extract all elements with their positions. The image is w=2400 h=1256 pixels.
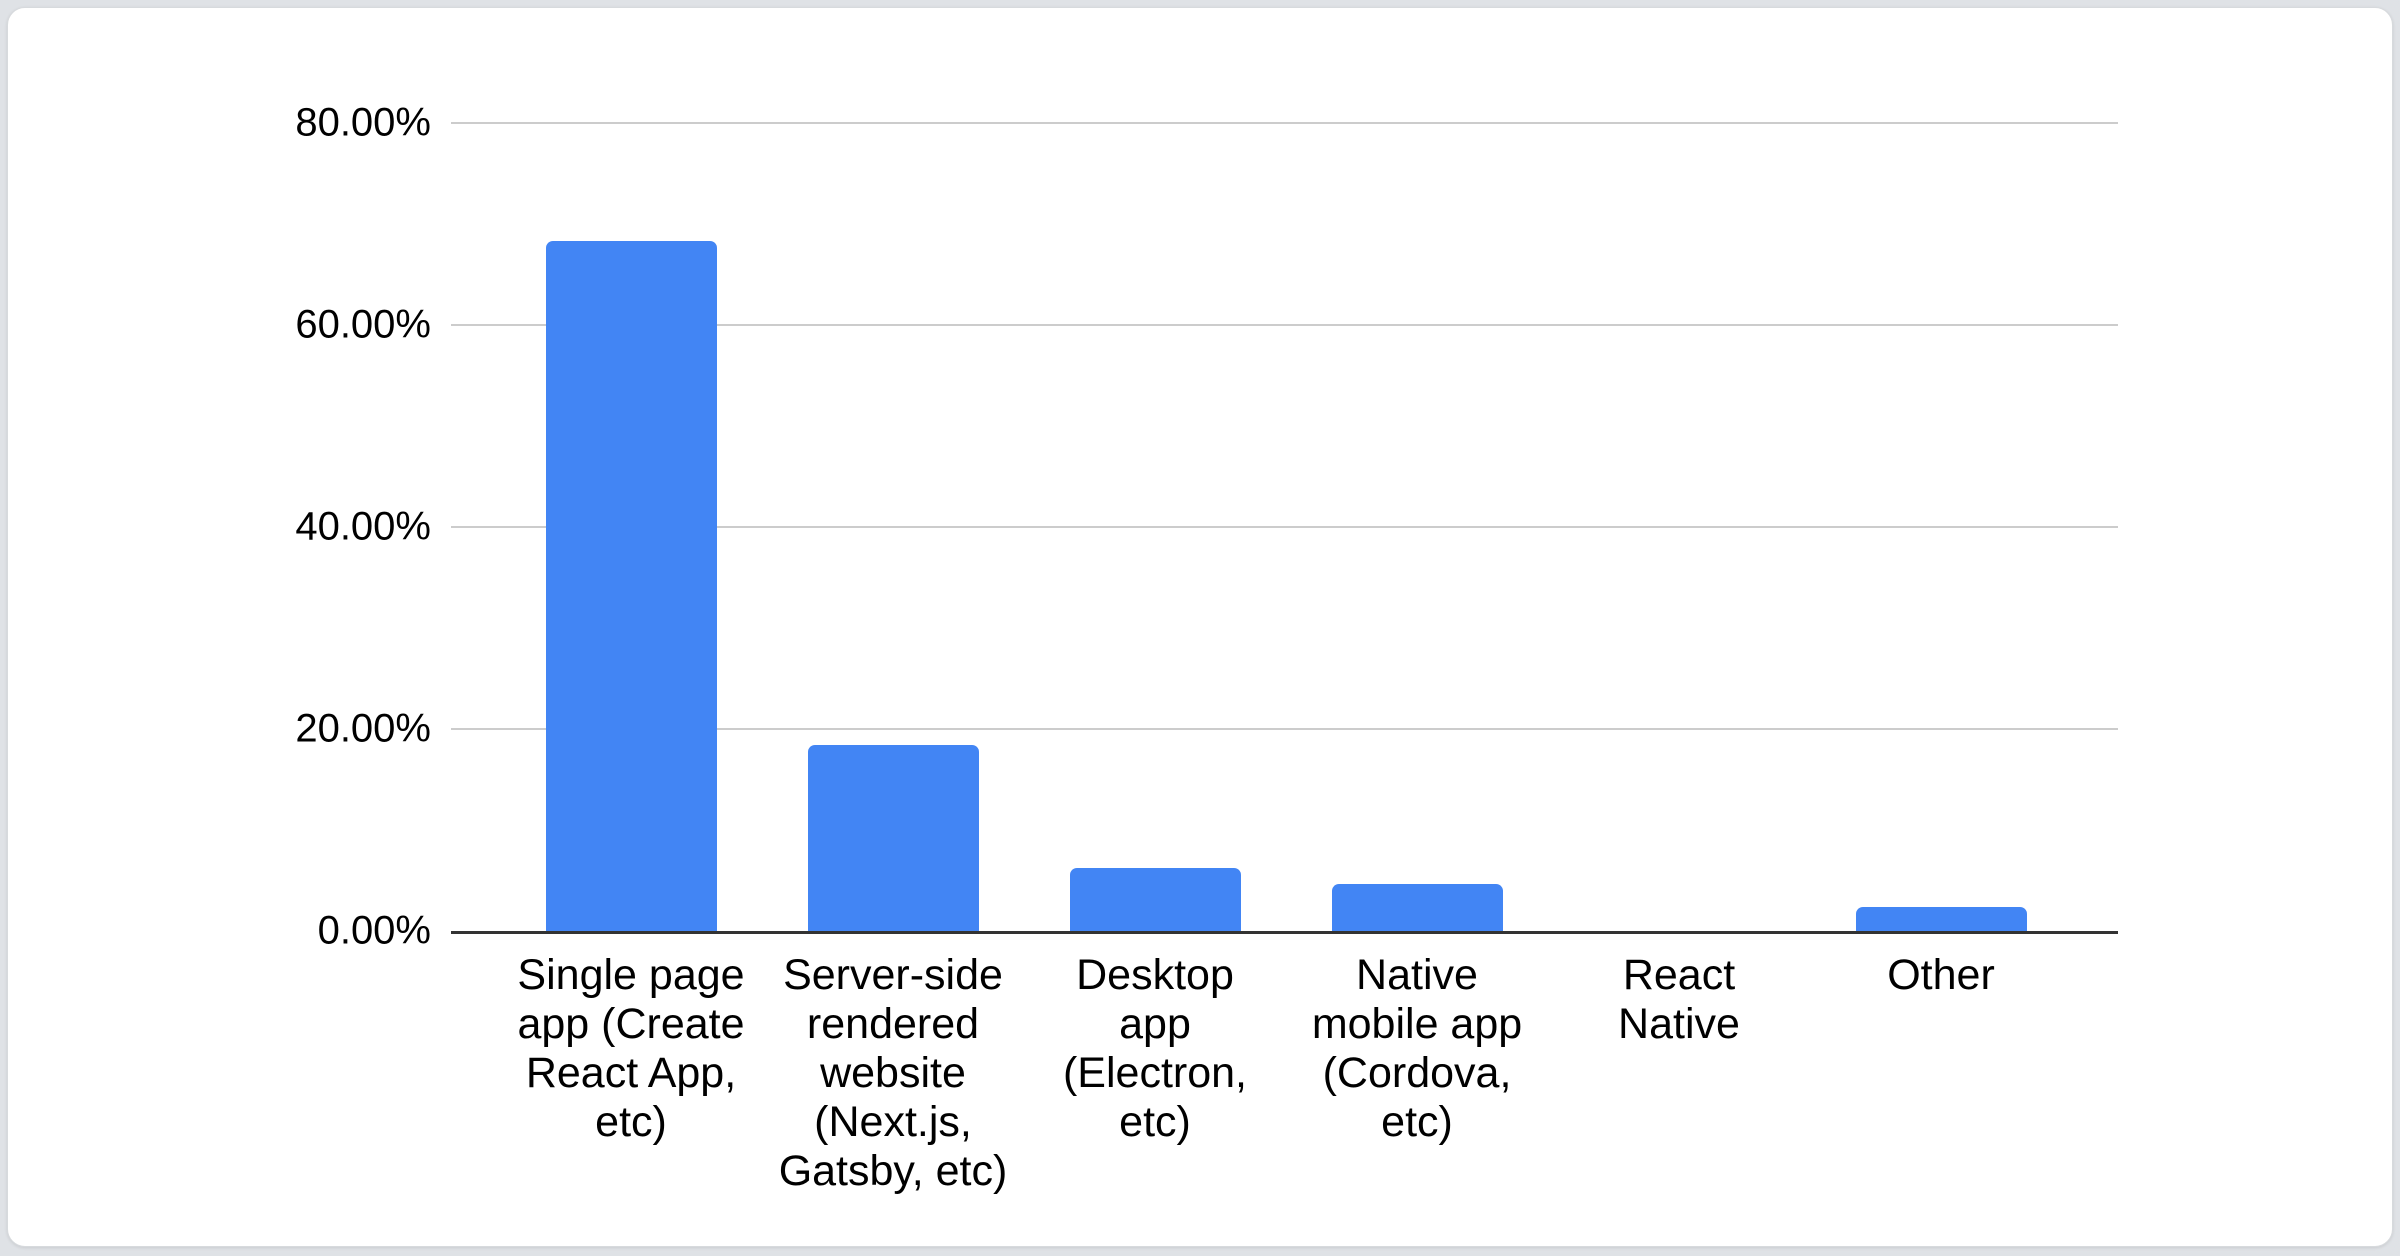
plot-area — [451, 122, 2118, 934]
bar — [545, 241, 717, 931]
bar — [1069, 868, 1241, 931]
x-axis-label: Server-side rendered website (Next.js, G… — [778, 951, 1008, 1195]
gridline-60 — [451, 324, 2118, 326]
bar-cell — [1810, 123, 2072, 931]
y-tick-label-80: 80.00% — [295, 100, 431, 145]
x-axis-label: Desktop app (Electron, etc) — [1062, 951, 1247, 1146]
bar — [1855, 907, 2027, 931]
bar — [807, 745, 979, 931]
y-tick-label-20: 20.00% — [295, 706, 431, 751]
y-axis-labels: 0.00% 20.00% 40.00% 60.00% 80.00% — [8, 101, 431, 953]
bar-cell — [1024, 123, 1286, 931]
chart-card: 0.00% 20.00% 40.00% 60.00% 80.00% Single pag… — [7, 7, 2393, 1247]
bar-cell — [500, 123, 762, 931]
bars-container — [500, 123, 2072, 931]
gridline-20 — [451, 728, 2118, 730]
x-axis-label: React Native — [1618, 951, 1740, 1048]
gridline-40 — [451, 526, 2118, 528]
y-tick-label-60: 60.00% — [295, 302, 431, 347]
gridline-80 — [451, 122, 2118, 124]
bar-cell — [1548, 123, 1810, 931]
x-axis-label: Native mobile app (Cordova, etc) — [1311, 951, 1523, 1146]
bar-cell — [762, 123, 1024, 931]
x-axis-label: Single page app (Create React App, etc) — [517, 951, 745, 1146]
bar-cell — [1286, 123, 1548, 931]
x-axis-label: Other — [1887, 951, 1995, 999]
y-tick-label-40: 40.00% — [295, 504, 431, 549]
y-tick-label-0: 0.00% — [317, 908, 431, 953]
bar — [1331, 884, 1503, 931]
x-axis-labels: Single page app (Create React App, etc) S… — [500, 951, 2072, 1196]
